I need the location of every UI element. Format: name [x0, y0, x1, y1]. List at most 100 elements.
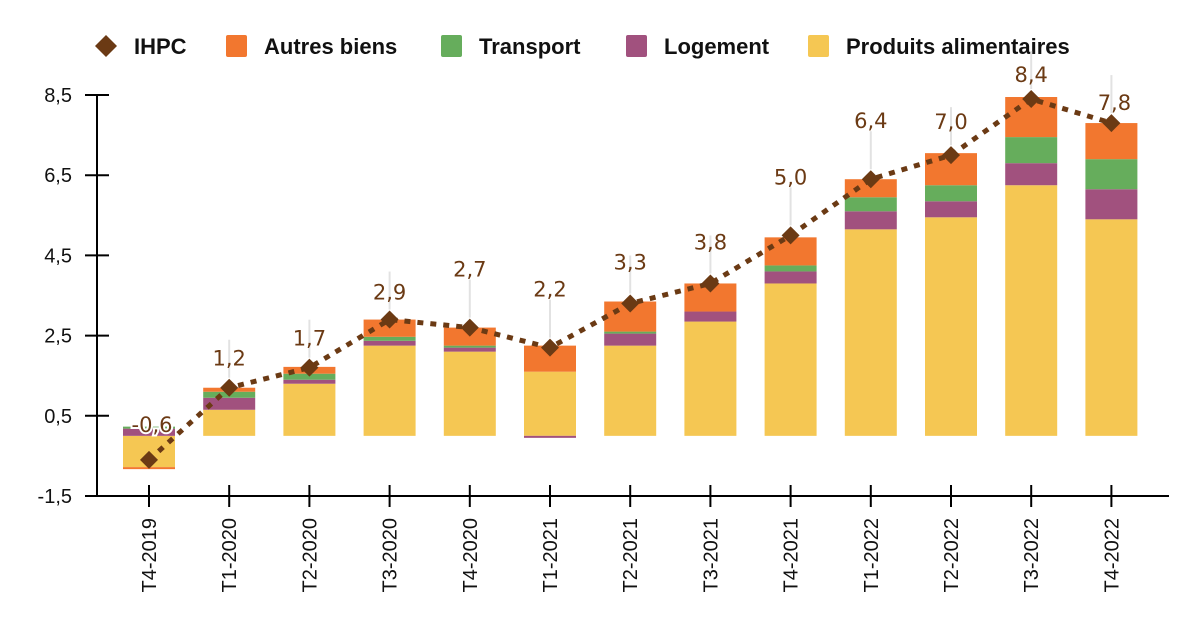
- bar-segment-produits-alimentaires: [844, 229, 897, 436]
- ihpc-data-label: 3,8: [694, 230, 727, 254]
- ihpc-data-label: 8,4: [1014, 63, 1047, 87]
- ihpc-marker-diamond-icon: [701, 274, 720, 293]
- bar-segment-logement: [604, 333, 657, 346]
- y-tick-label: -1,5: [38, 486, 72, 508]
- bar-segment-produits-alimentaires: [925, 217, 977, 436]
- bar-segment-logement: [363, 340, 416, 346]
- bar-segment-produits-alimentaires: [363, 345, 416, 436]
- legend-item-transport: Transport: [441, 34, 581, 59]
- bar-segment-transport: [604, 331, 657, 334]
- bar-segment-transport: [443, 345, 496, 348]
- legend-item-autres-biens: Autres biens: [226, 34, 397, 59]
- bar-segment-transport: [123, 426, 175, 429]
- legend-label: IHPC: [134, 34, 187, 59]
- y-tick-label: 4,5: [44, 245, 72, 267]
- bar-segment-logement: [684, 311, 737, 322]
- bar-segment-logement: [524, 435, 576, 438]
- bar-stack-T3-2021: [684, 283, 737, 436]
- ihpc-marker-diamond-icon: [300, 358, 319, 377]
- ihpc-marker-diamond-icon: [781, 226, 800, 245]
- bar-segment-logement: [283, 379, 336, 384]
- bar-stack-T4-2021: [764, 237, 817, 436]
- bar-stack-T4-2020: [443, 327, 496, 436]
- ihpc-data-label: 1,2: [212, 347, 245, 371]
- x-tick-label: T2-2020: [299, 518, 321, 593]
- ihpc-data-label: 2,7: [453, 258, 486, 282]
- ihpc-data-label: 7,0: [934, 110, 967, 134]
- ihpc-marker-diamond-icon: [220, 378, 239, 397]
- data-labels: -0,6 1,2 1,7 2,9 2,7 2,2 3,3 3,8 5,0 6,4 7,0 8,4 7,8: [130, 63, 1132, 439]
- bar-segment-transport: [925, 185, 977, 202]
- legend-label: Produits alimentaires: [846, 34, 1070, 59]
- bar-stack-T2-2020: [283, 366, 336, 436]
- x-tick-label: T4-2021: [781, 518, 803, 593]
- label-leader-lines: [228, 51, 1113, 378]
- legend-swatch-icon: [626, 35, 647, 57]
- bar-segment-transport: [1005, 137, 1058, 164]
- bar-segment-logement: [764, 271, 817, 284]
- legend: IHPC Autres biens Transport Logement Produit…: [95, 34, 1070, 59]
- ihpc-data-label: 1,7: [293, 327, 326, 351]
- x-tick-label: T3-2021: [700, 518, 722, 593]
- bar-segment-logement: [925, 201, 977, 218]
- y-tick-label: 6,5: [44, 165, 72, 187]
- ihpc-data-label: 3,3: [613, 251, 646, 275]
- bar-segment-produits-alimentaires: [604, 345, 657, 436]
- ihpc-line: [140, 90, 1121, 469]
- bar-segment-produits-alimentaires: [1005, 185, 1058, 436]
- x-tick-label: T1-2020: [219, 518, 241, 593]
- legend-diamond-icon: [95, 35, 117, 57]
- bar-segment-logement: [203, 397, 256, 410]
- bar-segment-produits-alimentaires: [443, 351, 496, 436]
- bar-segment-logement: [1085, 189, 1138, 220]
- ihpc-marker-diamond-icon: [541, 338, 559, 357]
- x-tick-label: T4-2020: [460, 518, 482, 593]
- axes: 8,5 6,5 4,5 2,5 0,5 -1,5 T4-2019 T1-2020 T2-2020…: [38, 85, 1169, 593]
- ihpc-marker-diamond-icon: [861, 170, 880, 189]
- bar-segment-logement: [1005, 163, 1058, 186]
- x-tick-label: T4-2019: [139, 518, 161, 593]
- y-tick-label: 8,5: [44, 85, 72, 107]
- x-tick-label: T3-2020: [380, 518, 402, 593]
- ihpc-marker-diamond-icon: [460, 318, 479, 337]
- bar-stack-T2-2021: [604, 301, 657, 436]
- ihpc-marker-diamond-icon: [1102, 114, 1121, 133]
- legend-item-logement: Logement: [626, 34, 770, 59]
- ihpc-marker-diamond-icon: [380, 310, 399, 329]
- bar-segment-logement: [844, 211, 897, 230]
- x-tick-label: T1-2022: [861, 518, 883, 593]
- bar-segment-logement: [443, 347, 496, 352]
- bar-segment-produits-alimentaires: [283, 383, 336, 436]
- ihpc-data-label: 2,2: [533, 278, 566, 302]
- legend-item-produits-alimentaires: Produits alimentaires: [808, 34, 1070, 59]
- legend-label: Autres biens: [264, 34, 397, 59]
- bar-segment-logement: [123, 428, 175, 436]
- legend-item-ihpc: IHPC: [95, 34, 187, 59]
- ihpc-data-label: 5,0: [774, 165, 807, 189]
- x-tick-label: T1-2021: [540, 518, 562, 593]
- legend-label: Transport: [479, 34, 581, 59]
- legend-swatch-icon: [226, 35, 247, 57]
- bar-segment-produits-alimentaires: [524, 371, 576, 436]
- bar-segment-autres-biens: [844, 179, 897, 198]
- legend-swatch-icon: [808, 35, 829, 57]
- bar-segment-transport: [1085, 159, 1138, 190]
- ihpc-data-label: -0,6: [132, 413, 173, 437]
- bar-stack-T1-2022: [844, 179, 897, 436]
- y-tick-label: 2,5: [44, 326, 72, 348]
- ihpc-data-label: 7,8: [1098, 91, 1131, 115]
- ihpc-marker-diamond-icon: [942, 146, 960, 165]
- bar-stack-T2-2022: [925, 153, 977, 436]
- bar-segment-transport: [363, 336, 416, 341]
- bar-segment-transport: [844, 197, 897, 212]
- ihpc-marker-diamond-icon: [140, 450, 158, 469]
- bar-segment-transport: [283, 373, 336, 380]
- bar-segment-produits-alimentaires: [203, 409, 256, 436]
- ihpc-marker-diamond-icon: [621, 294, 640, 313]
- legend-label: Logement: [664, 34, 770, 59]
- y-tick-label: 0,5: [44, 406, 72, 428]
- ihpc-data-label: 2,9: [373, 281, 406, 305]
- x-tick-label: T2-2022: [941, 518, 963, 593]
- bar-segment-produits-alimentaires: [684, 321, 737, 436]
